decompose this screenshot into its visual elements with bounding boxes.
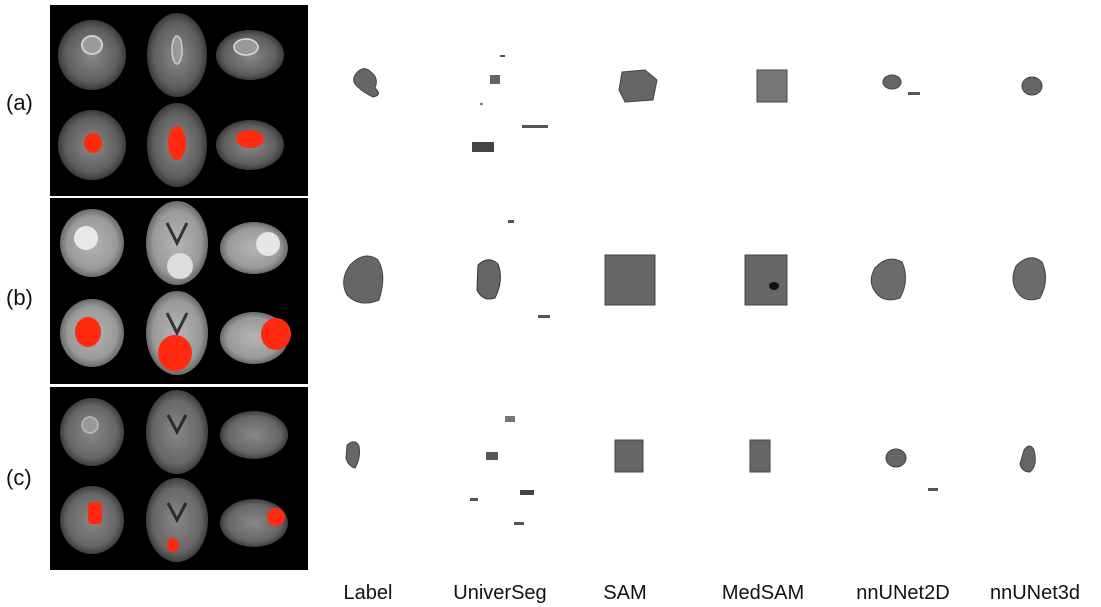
render-a-medsam	[700, 0, 810, 190]
column-label: Label	[343, 582, 393, 604]
render-b-universeg	[440, 190, 550, 380]
row-label-c: (c)	[6, 465, 32, 490]
mri-panel-b	[50, 198, 308, 384]
render-b-nnunet2d	[830, 190, 940, 380]
render-c-sam	[567, 380, 677, 570]
column-label: UniverSeg	[453, 582, 547, 604]
column-label: MedSAM	[721, 582, 805, 604]
render-a-nnunet2d	[830, 0, 940, 190]
mri-panel-c	[50, 387, 308, 570]
render-a-label	[315, 0, 425, 190]
row-label-b: (b)	[6, 285, 33, 310]
render-c-universeg	[440, 380, 550, 570]
render-c-nnunet3d	[968, 380, 1078, 570]
render-a-universeg	[440, 0, 550, 190]
render-b-sam	[567, 190, 677, 380]
mri-panel-a	[50, 5, 308, 196]
column-label: SAM	[603, 582, 647, 604]
column-label: nnUNet3d	[989, 582, 1081, 604]
render-c-medsam	[700, 380, 810, 570]
render-b-nnunet3d	[968, 190, 1078, 380]
render-c-label	[315, 380, 425, 570]
render-a-sam	[567, 0, 677, 190]
row-label-a: (a)	[6, 90, 33, 115]
render-a-nnunet3d	[968, 0, 1078, 190]
column-label: nnUNet2D	[856, 582, 950, 604]
render-b-medsam	[700, 190, 810, 380]
render-b-label	[315, 190, 425, 380]
render-c-nnunet2d	[830, 380, 940, 570]
